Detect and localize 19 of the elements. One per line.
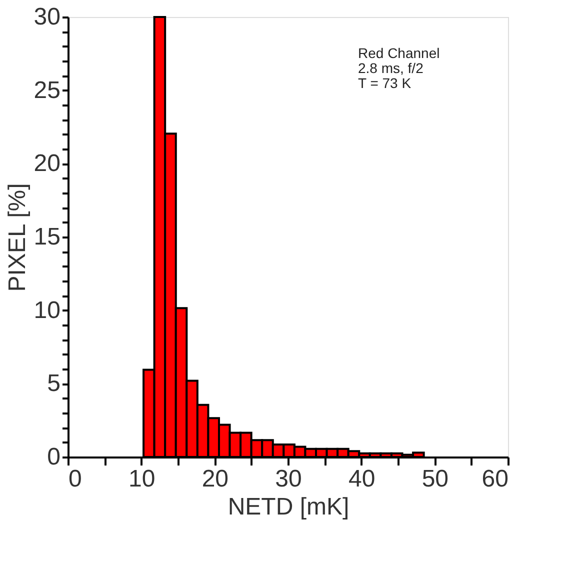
- x-tick-label: 30: [275, 466, 302, 492]
- x-tick-label: 20: [202, 466, 229, 492]
- x-tick-label: 10: [128, 466, 156, 492]
- y-tick-label: 10: [34, 296, 60, 324]
- annotation: Red Channel: [358, 45, 440, 61]
- x-tick-label: 60: [482, 466, 508, 492]
- y-tick-label: 20: [34, 150, 60, 178]
- x-tick-label: 50: [422, 466, 449, 492]
- annotation: 2.8 ms, f/2: [358, 60, 424, 76]
- y-tick-label: 5: [47, 370, 60, 398]
- x-tick-label: 0: [68, 466, 82, 492]
- y-tick-label: 25: [34, 76, 60, 104]
- y-tick-label: 15: [34, 224, 60, 250]
- y-tick-label: 0: [47, 444, 60, 470]
- x-axis-title: NETD [mK]: [228, 494, 350, 520]
- x-tick-label: 40: [348, 466, 376, 492]
- y-axis-title: PIXEL [%]: [4, 183, 31, 292]
- y-tick-label: 30: [34, 4, 60, 30]
- annotation: T = 73 K: [358, 75, 412, 91]
